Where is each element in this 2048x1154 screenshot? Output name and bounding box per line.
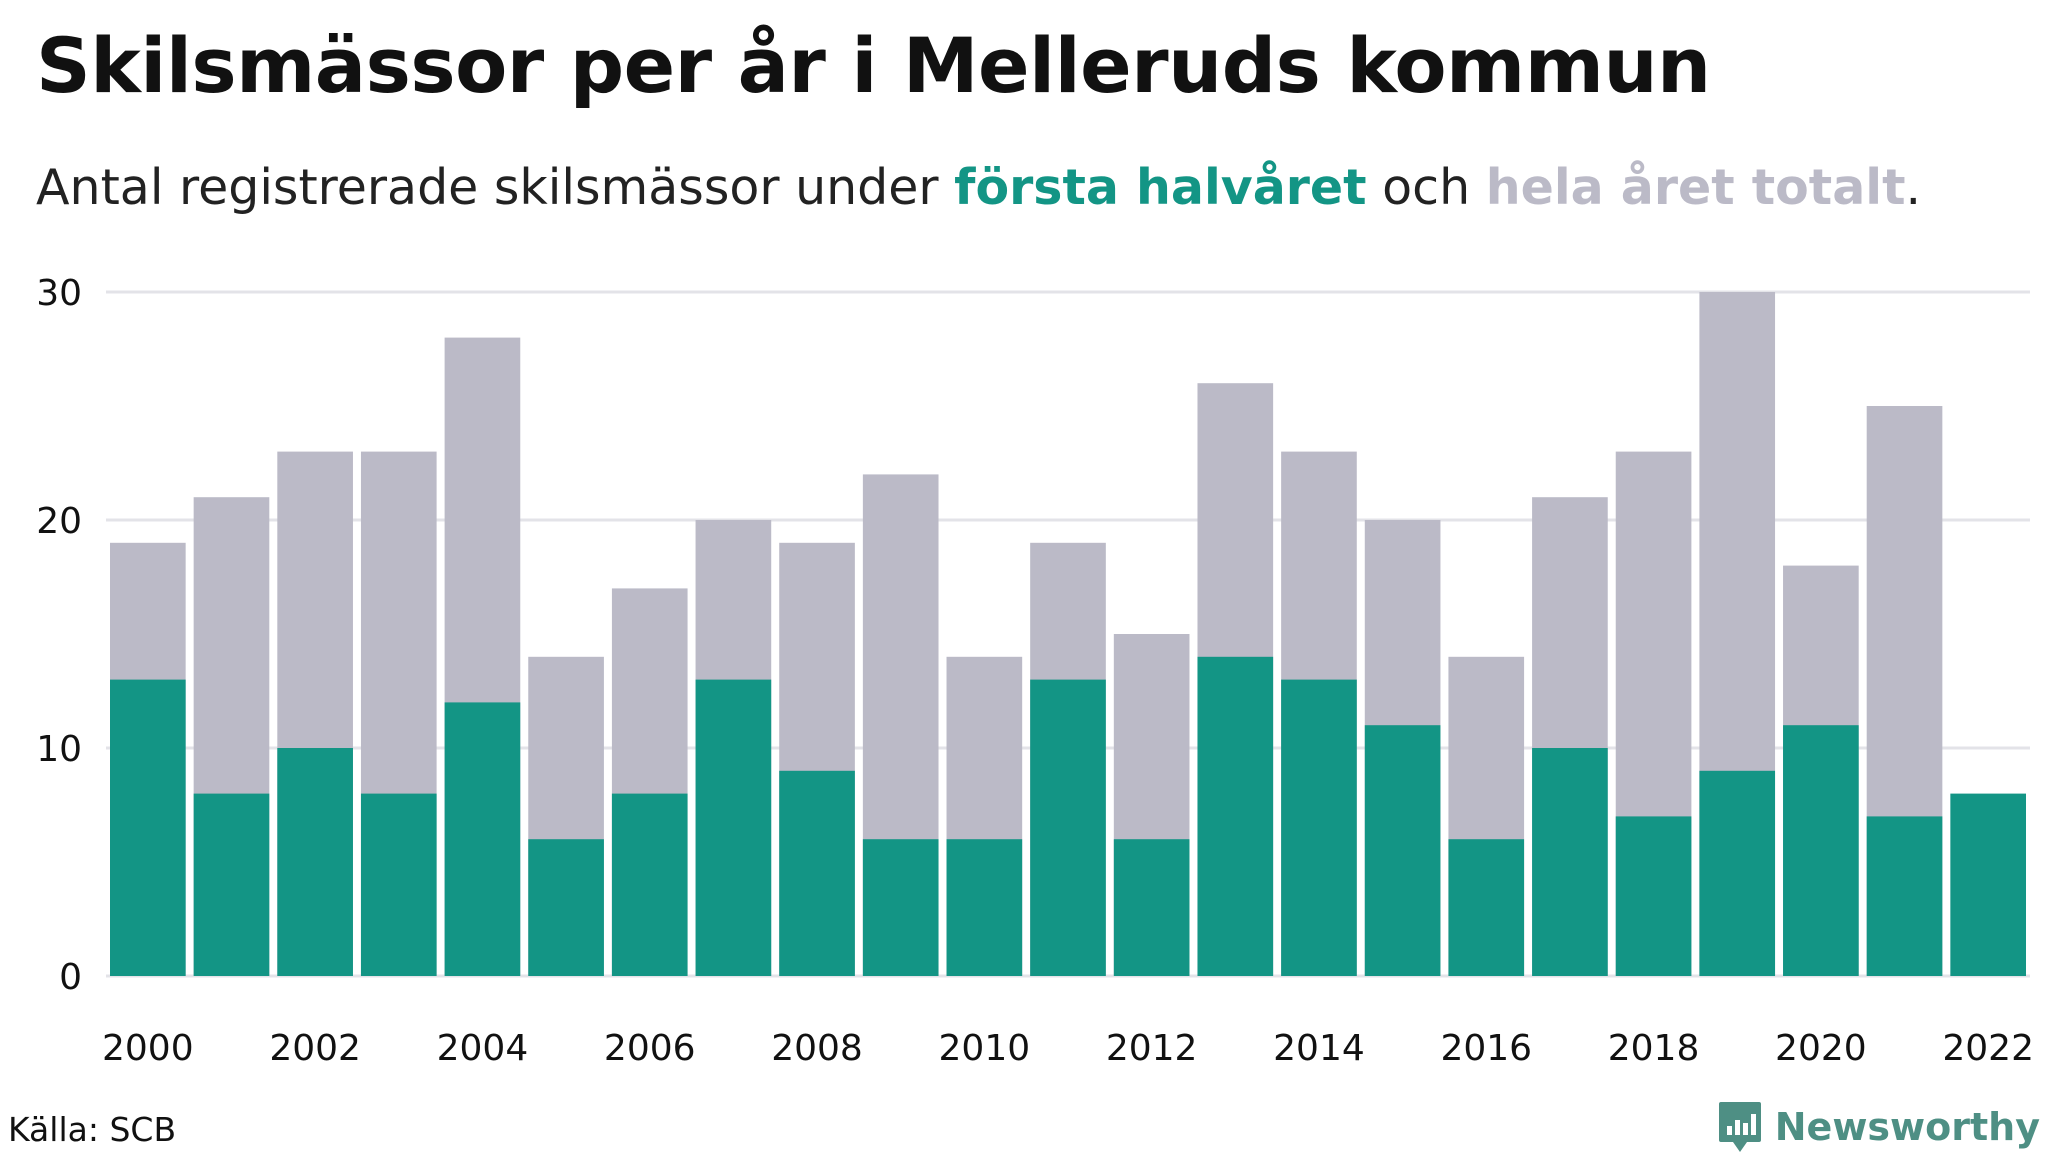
bar-first-half-2007 [695,679,772,976]
x-tick-label: 2010 [939,1028,1031,1069]
x-tick-label: 2000 [102,1028,194,1069]
x-tick-label: 2002 [269,1028,361,1069]
x-tick-label: 2008 [771,1028,863,1069]
bar-first-half-2011 [1030,679,1106,976]
bar-first-half-2001 [193,793,270,976]
x-tick-label: 2014 [1273,1028,1365,1069]
bar-first-half-2018 [1615,816,1692,976]
y-tick-label: 10 [36,729,82,770]
subtitle-legend-full-year: hela året totalt [1485,159,1906,216]
bar-first-half-2013 [1197,656,1274,976]
subtitle-legend-first-half: första halvåret [954,159,1367,216]
bar-first-half-2017 [1532,748,1608,976]
brand: Newsworthy [1717,1100,2040,1154]
bar-first-half-2022 [1950,793,2026,976]
x-tick-label: 2016 [1440,1028,1532,1069]
bar-first-half-2006 [611,793,688,976]
y-tick-label: 30 [36,273,82,314]
bar-first-half-2004 [444,702,521,976]
bar-first-half-2012 [1113,839,1190,976]
brand-name: Newsworthy [1774,1105,2040,1149]
bar-first-half-2015 [1364,725,1441,976]
bar-first-half-2000 [110,679,186,976]
bar-first-half-2010 [946,839,1023,976]
bar-first-half-2016 [1448,839,1525,976]
x-tick-label: 2022 [1942,1028,2034,1069]
subtitle-prefix: Antal registrerade skilsmässor under [36,159,955,216]
subtitle-suffix: . [1905,159,1922,216]
x-tick-label: 2004 [437,1028,529,1069]
x-tick-label: 2020 [1775,1028,1867,1069]
y-tick-label: 20 [36,501,82,542]
axis-labels: 0 10 20 30 2000 2002 2004 2006 2008 2010 2012 2014 2… [36,273,2034,1069]
bar-first-half-2009 [862,839,939,976]
bars [110,292,2026,977]
bar-first-half-2008 [779,770,855,976]
x-tick-label: 2012 [1106,1028,1198,1069]
x-tick-label: 2018 [1608,1028,1700,1069]
bar-first-half-2020 [1783,725,1859,976]
newsworthy-logo-icon [1718,1102,1761,1152]
bar-first-half-2003 [360,793,437,976]
chart-title: Skilsmässor per år i Melleruds kommun [36,21,1711,110]
source-credit: Källa: SCB [8,1110,177,1149]
chart-subtitle: Antal registrerade skilsmässor under för… [36,156,1921,220]
subtitle-middle: och [1366,159,1486,216]
bar-first-half-2021 [1866,816,1943,976]
bar-first-half-2019 [1699,770,1776,976]
x-tick-label: 2006 [604,1028,696,1069]
y-tick-label: 0 [59,957,82,998]
bar-first-half-2014 [1281,679,1357,976]
bar-first-half-2002 [277,748,353,976]
bar-first-half-2005 [528,839,604,976]
